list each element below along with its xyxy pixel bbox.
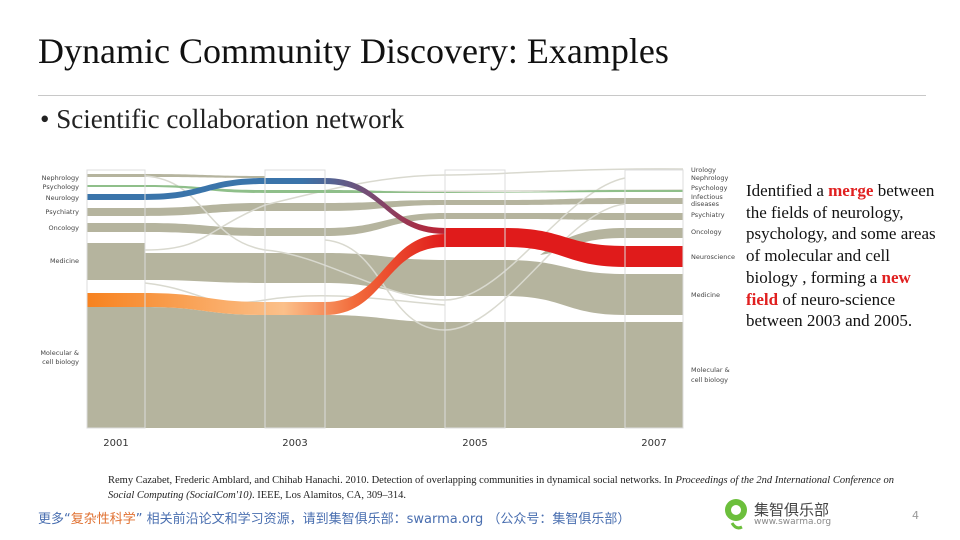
citation-rest: . IEEE, Los Alamitos, CA, 309–314. <box>252 490 406 501</box>
logo-url: www.swarma.org <box>754 517 832 527</box>
label-urology: Urology <box>691 166 716 174</box>
label-psychology-r: Psychology <box>691 184 728 192</box>
annotation-text: Identified a merge between the fields of… <box>746 180 946 332</box>
title-divider <box>38 95 926 96</box>
year-columns <box>86 169 684 429</box>
flow-oncology <box>87 213 683 236</box>
label-molecular-r2: cell biology <box>691 376 728 384</box>
label-medicine: Medicine <box>50 257 79 265</box>
bullet-point: • Scientific collaboration network <box>40 104 405 134</box>
footer-suffix: ” 相关前沿论文和学习资源，请到集智俱乐部：swarma.org （公众号：集智… <box>135 512 631 527</box>
right-labels: Urology Nephrology Psychology Infectious… <box>691 166 735 384</box>
footer-highlight: 复杂性科学 <box>70 512 136 527</box>
label-psychology: Psychology <box>43 183 80 191</box>
label-neurology: Neurology <box>46 194 79 202</box>
citation: Remy Cazabet, Frederic Amblard, and Chih… <box>108 473 918 503</box>
label-molecular-2: cell biology <box>42 358 79 366</box>
label-molecular-r1: Molecular & <box>691 366 730 374</box>
label-nephrology: Nephrology <box>42 174 80 182</box>
swarma-logo: 集智俱乐部 www.swarma.org <box>722 497 842 531</box>
merge-highlight: merge <box>828 181 874 200</box>
label-infectious-2: diseases <box>691 200 720 208</box>
label-neuroscience: Neuroscience <box>691 253 735 261</box>
flow-oncology-2007 <box>540 228 683 255</box>
slide-title: Dynamic Community Discovery: Examples <box>38 31 669 71</box>
label-psychiatry-r: Psychiatry <box>691 211 725 219</box>
citation-authors: Remy Cazabet, Frederic Amblard, and Chih… <box>108 475 676 486</box>
year-2003: 2003 <box>282 438 307 449</box>
flow-molecular-to-neuroscience <box>87 234 445 315</box>
note-part: between the fields of neurology, psychol… <box>746 181 936 287</box>
label-oncology-r: Oncology <box>691 228 722 236</box>
new-field-highlight: new field <box>746 267 911 309</box>
year-2001: 2001 <box>103 438 128 449</box>
flow-psychology <box>87 185 683 193</box>
footer-prefix: 更多“ <box>38 512 71 527</box>
page-number: 4 <box>912 509 919 522</box>
neutral-flows <box>87 174 683 428</box>
footer-text: 更多“复杂性科学” 相关前沿论文和学习资源，请到集智俱乐部：swarma.org… <box>38 508 630 527</box>
year-labels: 2001 2003 2005 2007 <box>103 438 666 449</box>
left-labels: Nephrology Psychology Neurology Psychiat… <box>40 174 79 366</box>
note-part: Identified a <box>746 181 829 200</box>
label-psychiatry: Psychiatry <box>45 208 79 216</box>
note-part: of neuro-science between 2003 and 2005. <box>746 289 913 331</box>
flow-nephrology <box>87 174 265 178</box>
label-nephrology-r: Nephrology <box>691 174 729 182</box>
flow-molecular <box>87 307 683 428</box>
year-2005: 2005 <box>462 438 487 449</box>
label-oncology: Oncology <box>48 224 79 232</box>
logo-text: 集智俱乐部 <box>754 501 830 519</box>
year-2007: 2007 <box>641 438 666 449</box>
label-molecular-1: Molecular & <box>40 349 79 357</box>
citation-venue: Proceedings of the 2nd International Con… <box>108 475 894 501</box>
label-medicine-r: Medicine <box>691 291 720 299</box>
label-infectious-1: Infectious <box>691 193 723 201</box>
logo-icon <box>725 499 747 530</box>
